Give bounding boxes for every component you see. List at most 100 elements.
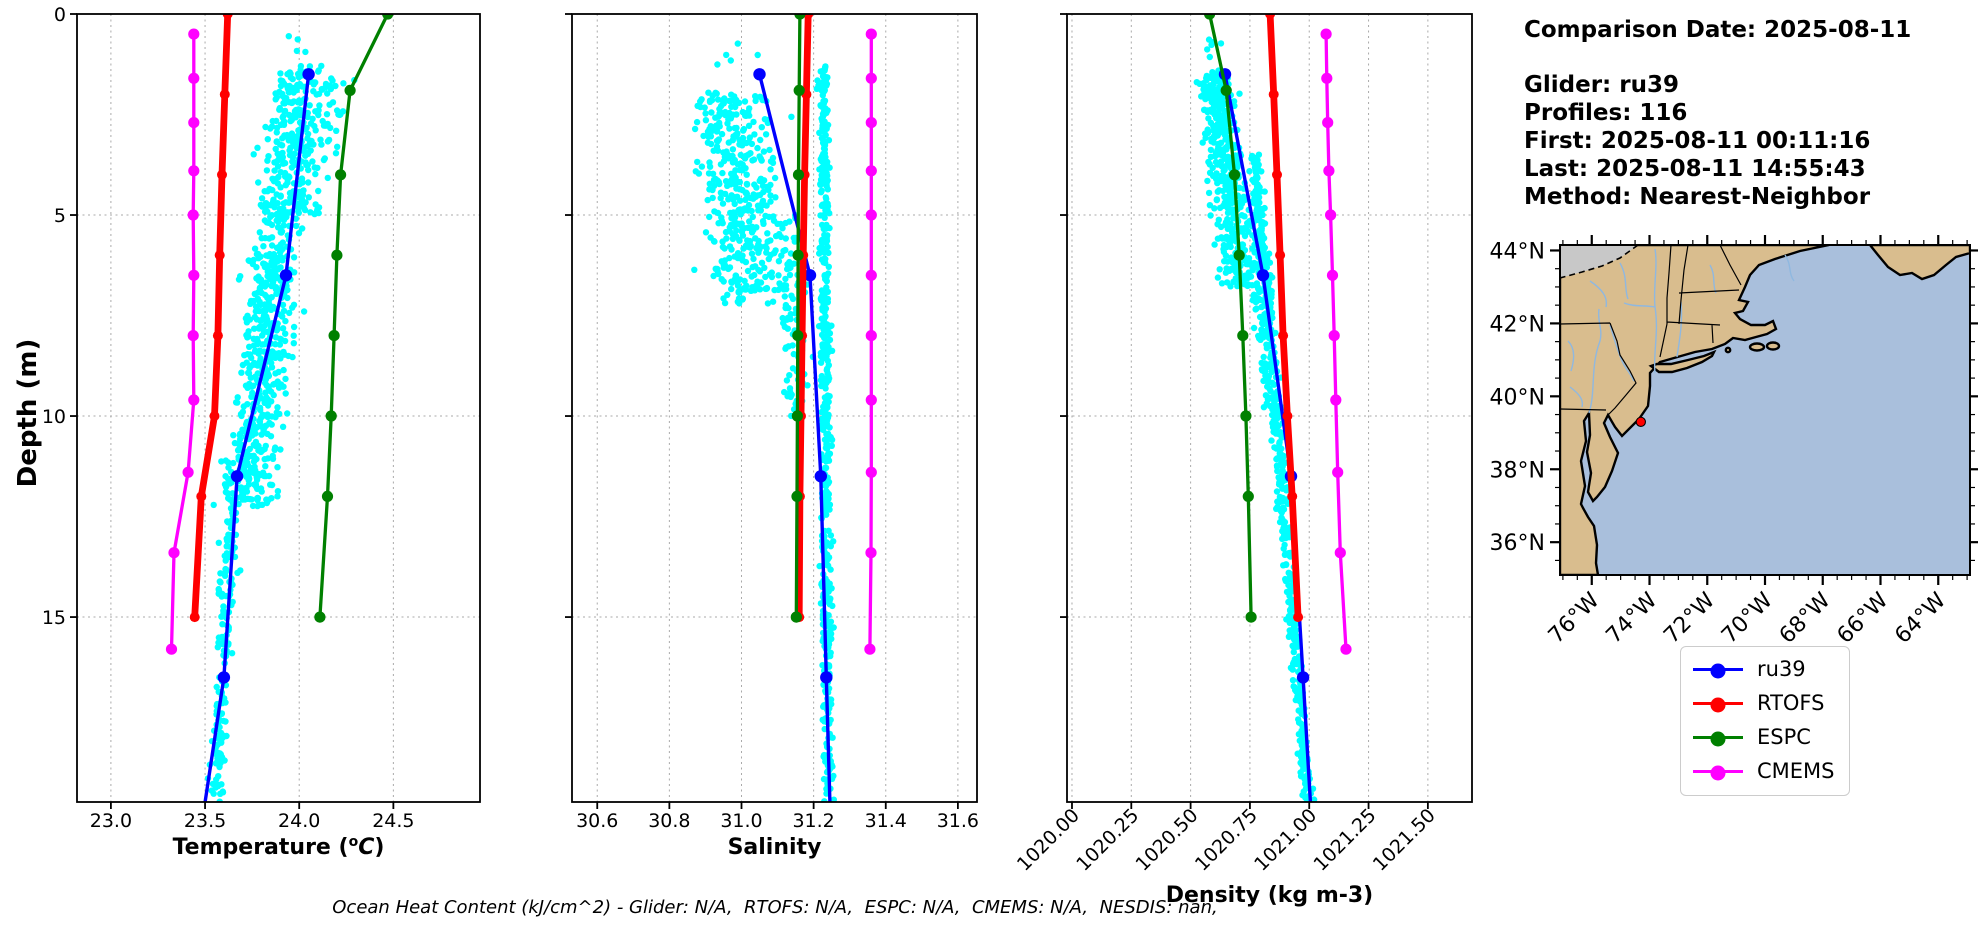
cmems-marker (168, 547, 180, 559)
x-tick-label: 30.6 (576, 810, 618, 832)
cmems-marker (865, 209, 877, 221)
map-international-border (1560, 245, 1639, 279)
rtofs-marker (1293, 612, 1304, 623)
espc-marker (1233, 249, 1245, 261)
panel-frame (571, 13, 978, 803)
cmems-marker (1321, 72, 1333, 84)
lon-tick-label: 74°W (1602, 588, 1663, 649)
map-region-canada (1560, 245, 1638, 278)
espc-line (1207, 14, 1253, 619)
ru39-series (753, 68, 833, 802)
rtofs-marker (217, 169, 227, 180)
salinity-panel: 30.6 30.8 31.0 31.2 31.4 31.6 Salinity (565, 13, 979, 860)
map-rivers (1567, 248, 1795, 414)
x-tick-label: 23.5 (184, 810, 226, 832)
map-island (1748, 342, 1766, 352)
cmems-marker (1332, 466, 1344, 478)
lon-tick-label: 76°W (1544, 588, 1605, 649)
x-axis-label: Temperature (oC) (173, 834, 385, 860)
cmems-marker (1340, 643, 1352, 655)
x-tick-label: 31.0 (720, 810, 762, 832)
espc-marker (335, 169, 347, 181)
legend-label: ru39 (1757, 657, 1806, 681)
ru39-marker (814, 470, 827, 483)
ru39-marker (302, 68, 315, 81)
x-tick-label: 1021.00 (1250, 804, 1321, 875)
cmems-marker (188, 117, 200, 129)
x-tick-label: 30.8 (648, 810, 690, 832)
map-island (1724, 346, 1732, 354)
x-axis-label: Density (kg m-3) (1166, 883, 1374, 908)
x-tick-label: 24.0 (278, 810, 320, 832)
legend-marker-dot (1710, 663, 1726, 678)
espc-marker (1228, 169, 1241, 181)
cmems-marker (188, 269, 200, 281)
lat-tick-label: 42°N (1490, 312, 1545, 337)
cmems-marker (187, 330, 199, 342)
legend-marker-dot (1710, 697, 1726, 712)
ru39-marker (279, 269, 293, 282)
cmems-marker (865, 330, 877, 342)
cmems-marker (1322, 117, 1334, 129)
x-tick-label: 23.0 (90, 810, 132, 832)
cmems-marker (865, 269, 877, 281)
espc-marker (1204, 14, 1216, 20)
lat-tick-label: 38°N (1490, 458, 1545, 483)
info-panel: Comparison Date: 2025-08-11 Glider: ru39… (1524, 16, 1911, 211)
espc-series (1204, 14, 1257, 623)
rtofs-marker (1268, 89, 1279, 100)
cmems-marker (188, 394, 200, 406)
ru39-marker (1256, 269, 1270, 282)
ru39-marker (803, 269, 817, 282)
espc-series (790, 14, 806, 623)
x-tick-label: 1020.75 (1191, 804, 1262, 875)
ohc-annotation: Ocean Heat Content (kJ/cm^2) - Glider: N… (332, 897, 1218, 918)
rtofs-marker (1275, 250, 1286, 261)
x-tick-label: 1021.25 (1309, 804, 1380, 875)
map: 44°N 42°N 40°N 38°N 36°N 76°W74°W72°W70°W68°W… (1490, 235, 1978, 649)
cmems-marker (865, 466, 877, 478)
cmems-marker (1326, 269, 1339, 281)
y-axis-label: Depth (m) (13, 338, 43, 488)
lon-tick-label: 70°W (1717, 588, 1778, 649)
axis-ticks (565, 13, 959, 809)
espc-marker (791, 410, 804, 422)
legend-line-sample (1693, 765, 1743, 780)
espc-marker (325, 410, 337, 422)
panel-frame (1066, 13, 1473, 803)
lon-tick-label: 64°W (1890, 588, 1951, 649)
x-tick-label: 1021.50 (1369, 804, 1440, 875)
glider-position-marker (1635, 416, 1646, 428)
lon-tick-label: 68°W (1775, 588, 1836, 649)
cmems-marker (1320, 28, 1332, 40)
rtofs-line (1266, 14, 1302, 621)
espc-marker (1237, 330, 1249, 342)
info-first: First: 2025-08-11 00:11:16 (1524, 128, 1871, 154)
map-land-mainland (1560, 245, 1830, 575)
legend-item-cmems: CMEMS (1693, 758, 1837, 784)
rtofs-marker (219, 89, 230, 100)
espc-marker (791, 490, 803, 502)
cmems-marker (865, 72, 877, 84)
cmems-marker (188, 165, 200, 177)
espc-marker (790, 611, 802, 623)
rtofs-marker (209, 411, 220, 421)
cmems-series (165, 28, 200, 655)
cmems-marker (1330, 394, 1342, 406)
legend-line-sample (1693, 731, 1743, 746)
ru39-marker (230, 470, 244, 483)
rtofs-marker (196, 491, 207, 502)
legend-label: CMEMS (1757, 759, 1835, 783)
cmems-marker (182, 466, 194, 478)
espc-marker (321, 490, 334, 502)
lat-tick-label: 44°N (1490, 239, 1545, 264)
espc-marker (794, 14, 806, 20)
depth-tick-label: 5 (54, 205, 66, 227)
x-tick-label: 1020.25 (1072, 804, 1143, 875)
map-island (1765, 341, 1781, 351)
espc-series (314, 14, 394, 623)
rtofs-series (1265, 14, 1304, 623)
